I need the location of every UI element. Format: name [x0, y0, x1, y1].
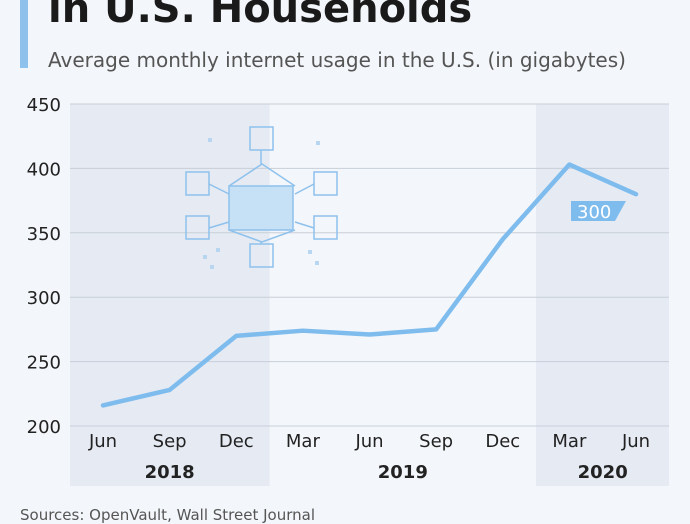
- year-shade-2020: [536, 104, 669, 486]
- x-tick-label: Sep: [419, 431, 453, 452]
- x-tick-label: Jun: [621, 431, 650, 452]
- x-tick-label: Dec: [485, 431, 520, 452]
- y-tick-label: 450: [27, 95, 61, 116]
- year-label-2018: 2018: [145, 462, 195, 483]
- x-axis-ticks: Jun Sep Dec Mar Jun Sep Dec Mar Jun: [88, 431, 650, 452]
- x-tick-label: Dec: [219, 431, 254, 452]
- callout-label: 300: [577, 202, 611, 223]
- year-shading: [70, 104, 669, 486]
- source-note: Sources: OpenVault, Wall Street Journal: [20, 506, 315, 524]
- y-tick-label: 200: [27, 417, 61, 438]
- x-tick-label: Jun: [354, 431, 383, 452]
- x-tick-label: Mar: [286, 431, 321, 452]
- year-label-2020: 2020: [578, 462, 628, 483]
- y-tick-label: 400: [27, 159, 61, 180]
- y-tick-label: 350: [27, 224, 61, 245]
- y-tick-label: 250: [27, 353, 61, 374]
- x-tick-label: Sep: [153, 431, 187, 452]
- year-shade-2018: [70, 104, 270, 486]
- y-tick-label: 300: [27, 288, 61, 309]
- year-label-2019: 2019: [378, 462, 428, 483]
- y-axis-ticks: 200 250 300 350 400 450: [27, 95, 61, 438]
- x-tick-label: Mar: [552, 431, 587, 452]
- x-tick-label: Jun: [88, 431, 117, 452]
